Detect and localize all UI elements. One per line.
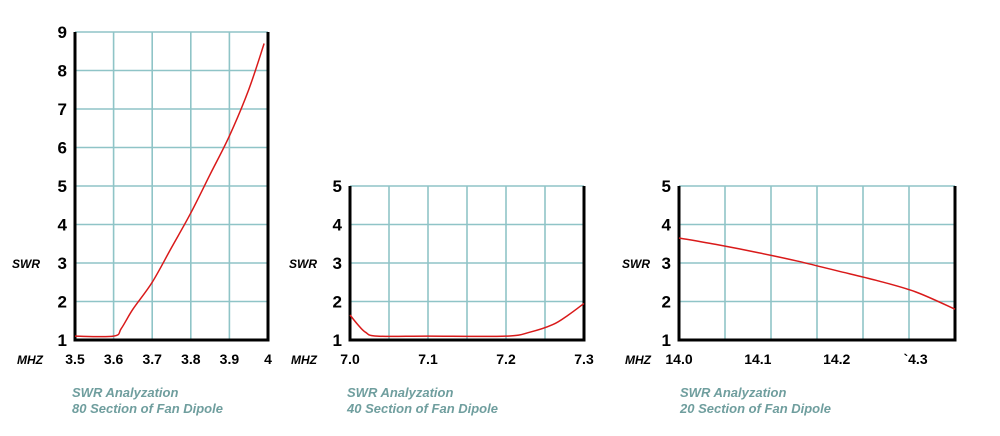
- chart3-xtick: `4.3: [903, 351, 927, 367]
- chart3-xlabel: MHZ: [625, 353, 652, 367]
- chart3-caption-line: SWR Analyzation: [680, 385, 786, 400]
- chart2-xtick: 7.0: [340, 351, 360, 367]
- chart2-ytick: 4: [333, 216, 343, 235]
- chart2-swr-curve: [349, 302, 585, 338]
- chart3-axes: [677, 186, 957, 342]
- chart1-ylabel: SWR: [12, 257, 40, 271]
- chart1-ytick: 6: [58, 139, 67, 158]
- chart2-caption-line: SWR Analyzation: [347, 385, 453, 400]
- chart1-ytick: 7: [58, 100, 67, 119]
- chart3-ylabel: SWR: [622, 257, 650, 271]
- chart1-caption-line: SWR Analyzation: [72, 385, 178, 400]
- chart2-axes: [348, 186, 586, 342]
- chart2-ylabel: SWR: [289, 257, 317, 271]
- chart1-axes: [73, 32, 270, 342]
- chart2-xtick: 7.1: [418, 351, 438, 367]
- chart1-ytick: 2: [58, 293, 67, 312]
- chart2-caption-line: 40 Section of Fan Dipole: [346, 401, 498, 416]
- chart2-xtick: 7.3: [574, 351, 594, 367]
- chart2-ytick: 1: [333, 331, 342, 350]
- chart3-ytick: 3: [662, 254, 671, 273]
- chart2-ytick: 5: [333, 177, 342, 196]
- chart3-xtick: 14.1: [744, 351, 771, 367]
- chart3-xtick: 14.0: [665, 351, 692, 367]
- chart2-ytick: 2: [333, 293, 342, 312]
- chart2-xtick: 7.2: [496, 351, 516, 367]
- chart1-ytick: 4: [58, 216, 68, 235]
- chart1-xlabel: MHZ: [17, 353, 44, 367]
- chart1-caption-line: 80 Section of Fan Dipole: [72, 401, 223, 416]
- chart1-xtick: 3.7: [142, 351, 162, 367]
- chart1-ytick: 8: [58, 62, 67, 81]
- chart1-xtick: 3.9: [220, 351, 240, 367]
- chart1-ytick: 9: [58, 23, 67, 42]
- chart3-ytick: 2: [662, 293, 671, 312]
- chart1-ytick: 1: [58, 331, 67, 350]
- chart2-xlabel: MHZ: [291, 353, 318, 367]
- chart1-ytick: 5: [58, 177, 67, 196]
- chart1-xtick: 3.8: [181, 351, 201, 367]
- chart3-ytick: 5: [662, 177, 671, 196]
- chart2-ytick: 3: [333, 254, 342, 273]
- chart1-xtick: 4: [264, 351, 272, 367]
- chart1-xtick: 3.5: [65, 351, 85, 367]
- chart1-swr-curve: [74, 43, 265, 338]
- chart1-xtick: 3.6: [104, 351, 124, 367]
- chart3-ytick: 1: [662, 331, 671, 350]
- chart1-ytick: 3: [58, 254, 67, 273]
- chart3-xtick: 14.2: [823, 351, 850, 367]
- chart3-caption-line: 20 Section of Fan Dipole: [679, 401, 831, 416]
- chart3-swr-curve: [678, 237, 956, 310]
- chart3-ytick: 4: [662, 216, 672, 235]
